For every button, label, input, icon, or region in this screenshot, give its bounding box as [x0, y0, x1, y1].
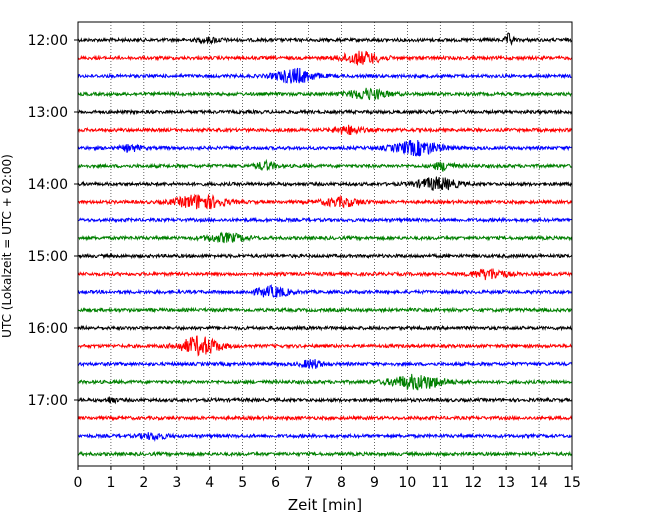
x-tick-label: 4: [205, 475, 214, 491]
seismogram-trace: [77, 158, 573, 172]
seismogram-trace: [77, 396, 573, 405]
seismogram-trace: [77, 324, 573, 332]
x-tick-label: 3: [172, 475, 181, 491]
x-tick-label: 8: [337, 475, 346, 491]
seismogram-trace: [77, 359, 573, 370]
seismogram-trace: [77, 432, 573, 442]
seismogram-trace: [77, 193, 573, 210]
seismogram-trace: [77, 231, 573, 244]
seismogram-trace: [77, 108, 573, 116]
x-axis-label: Zeit [min]: [288, 496, 362, 514]
y-axis-label: UTC (Lokalzeit = UTC + 02:00): [0, 154, 14, 338]
x-tick-label: 2: [139, 475, 148, 491]
x-tick-label: 13: [497, 475, 515, 491]
seismogram-trace: [77, 268, 573, 281]
y-tick-label: 14:00: [28, 177, 68, 193]
x-tick-label: 1: [106, 475, 115, 491]
y-axis-ticks: 12:00 13:00 14:00 15:00 16:00 17:00: [28, 33, 78, 409]
grid-lines: [110, 22, 540, 466]
seismogram-trace: [77, 216, 573, 224]
y-tick-label: 12:00: [28, 33, 68, 49]
seismogram-trace: [77, 373, 573, 391]
seismogram-trace: [77, 87, 573, 101]
plot-area-background: [78, 22, 572, 466]
seismogram-trace: [77, 32, 573, 46]
seismogram-trace: [77, 414, 573, 422]
seismogram-trace: [77, 67, 573, 84]
seismogram-trace: [77, 176, 573, 191]
x-tick-label: 9: [370, 475, 379, 491]
y-tick-label: 15:00: [28, 249, 68, 265]
seismogram-trace: [77, 450, 573, 458]
x-tick-label: 0: [74, 475, 83, 491]
seismogram-trace: [77, 306, 573, 314]
x-tick-label: 12: [464, 475, 482, 491]
y-tick-label: 16:00: [28, 321, 68, 337]
seismogram-trace: [77, 139, 573, 157]
plot-frame: [77, 21, 573, 467]
y-tick-label: 13:00: [28, 105, 68, 121]
seismogram-trace: [77, 50, 573, 66]
x-axis-ticks: 0 1 2 3 4 5 6 7 8 9 10 11 12 13 14 15: [74, 466, 581, 491]
y-tick-label: 17:00: [28, 393, 68, 409]
x-tick-label: 5: [238, 475, 247, 491]
seismogram-trace: [77, 252, 573, 260]
x-tick-label: 11: [431, 475, 449, 491]
seismogram-trace: [77, 284, 573, 298]
trace-group: [77, 32, 573, 458]
seismogram-trace: [78, 124, 573, 136]
x-tick-label: 6: [271, 475, 280, 491]
x-tick-label: 7: [304, 475, 313, 491]
x-tick-label: 10: [398, 475, 416, 491]
x-tick-label: 15: [563, 475, 581, 491]
seismogram-trace: [77, 335, 573, 357]
x-tick-label: 14: [530, 475, 548, 491]
